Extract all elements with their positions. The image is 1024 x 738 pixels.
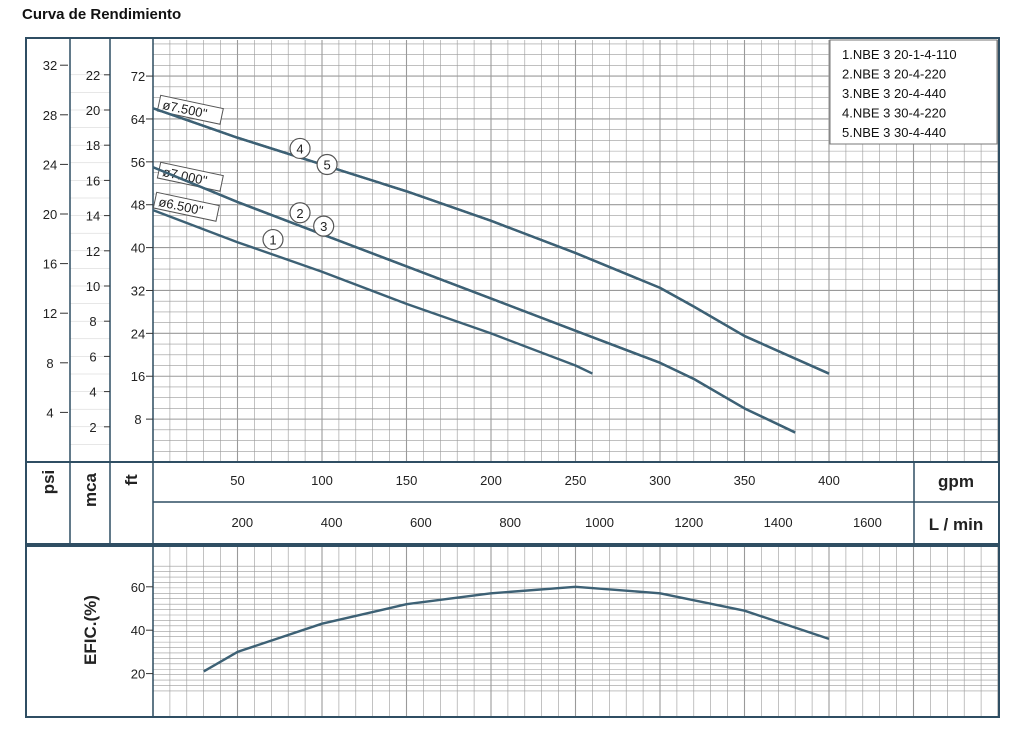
ft-tick-label: 48 xyxy=(131,198,145,213)
efficiency-tick-label: 40 xyxy=(131,623,145,638)
head-curve-5 xyxy=(152,107,830,375)
psi-tick-label: 32 xyxy=(43,58,57,73)
ft-tick-label: 16 xyxy=(131,369,145,384)
impeller-label: ø7.500" xyxy=(161,97,209,121)
efficiency-frame xyxy=(25,545,1000,718)
ft-tick-label: 32 xyxy=(131,283,145,298)
gpm-tick-label: 150 xyxy=(396,473,418,488)
curve-marker-label: 1 xyxy=(269,233,276,248)
mca-tick-label: 12 xyxy=(86,244,100,259)
curve-marker-label: 3 xyxy=(320,219,327,234)
legend: 1.NBE 3 20-1-4-110 2.NBE 3 20-4-220 3.NBE … xyxy=(829,39,998,145)
head-curve-3 xyxy=(152,166,796,434)
curve-marker-circle xyxy=(262,228,284,251)
main-grid xyxy=(70,40,999,463)
psi-tick-label: 8 xyxy=(46,356,53,371)
lmin-tick-label: 600 xyxy=(410,515,432,530)
lmin-unit-label: L / min xyxy=(929,515,983,534)
psi-tick-label: 28 xyxy=(43,108,57,123)
lmin-tick-label: 200 xyxy=(231,515,253,530)
main-frame xyxy=(25,37,1000,545)
head-curves xyxy=(152,107,830,434)
efficiency-curve-line xyxy=(203,585,830,673)
mca-tick-label: 18 xyxy=(86,138,100,153)
curve-marker-circle xyxy=(289,202,311,224)
psi-tick-label: 24 xyxy=(43,157,57,172)
efficiency-curve xyxy=(203,585,830,673)
psi-tick-label: 16 xyxy=(43,257,57,272)
ft-tick-label: 56 xyxy=(131,155,145,170)
axis-unit-labels: psi mca ft gpm L / min EFIC.(%) xyxy=(39,470,983,665)
head-curve-1 xyxy=(152,208,593,375)
lmin-tick-label: 1200 xyxy=(674,515,703,530)
ft-tick-label: 72 xyxy=(131,69,145,84)
legend-entry: 2.NBE 3 20-4-220 xyxy=(842,67,946,82)
gpm-tick-label: 50 xyxy=(230,473,244,488)
mca-tick-label: 22 xyxy=(86,68,100,83)
lmin-tick-label: 1600 xyxy=(853,515,882,530)
impeller-tag: ø6.500" xyxy=(152,191,220,222)
mca-unit-label: mca xyxy=(81,472,100,507)
mca-tick-label: 10 xyxy=(86,279,100,294)
legend-entry: 4.NBE 3 30-4-220 xyxy=(842,106,946,121)
legend-box xyxy=(829,39,998,145)
ft-unit-label: ft xyxy=(122,474,141,486)
legend-entry: 5.NBE 3 30-4-440 xyxy=(842,125,946,140)
lmin-tick-label: 1400 xyxy=(764,515,793,530)
mca-tick-label: 16 xyxy=(86,173,100,188)
ft-tick-label: 24 xyxy=(131,326,145,341)
lmin-tick-label: 800 xyxy=(499,515,521,530)
gpm-tick-label: 250 xyxy=(565,473,587,488)
curve-marker-label: 4 xyxy=(296,141,303,156)
chart-title: Curva de Rendimiento xyxy=(22,6,181,23)
efficiency-unit-label: EFIC.(%) xyxy=(81,595,100,665)
mca-tick-label: 4 xyxy=(89,385,96,400)
ft-tick-label: 64 xyxy=(131,112,145,127)
curve-marker-label: 5 xyxy=(323,158,330,173)
axis-ticks: 8162432404856647224681012141618202248121… xyxy=(43,58,882,681)
curve-marker-circle xyxy=(313,215,335,237)
gpm-tick-label: 400 xyxy=(818,473,840,488)
gpm-tick-label: 200 xyxy=(480,473,502,488)
curve-markers: 4 5 2 3 1 xyxy=(262,137,338,251)
lmin-tick-label: 400 xyxy=(321,515,343,530)
efficiency-tick-label: 20 xyxy=(131,667,145,682)
mca-tick-label: 20 xyxy=(86,103,100,118)
chart-frame xyxy=(25,37,1000,718)
legend-entry: 1.NBE 3 20-1-4-110 xyxy=(842,47,957,62)
efficiency-tick-label: 60 xyxy=(131,580,145,595)
legend-entry: 3.NBE 3 20-4-440 xyxy=(842,86,946,101)
mca-tick-label: 8 xyxy=(89,314,96,329)
mca-tick-label: 6 xyxy=(89,349,96,364)
impeller-tag: ø7.500" xyxy=(156,94,224,125)
curve-marker-label: 2 xyxy=(296,206,303,221)
psi-unit-label: psi xyxy=(39,470,58,495)
efficiency-grid xyxy=(152,547,999,716)
gpm-tick-label: 350 xyxy=(734,473,756,488)
mca-tick-label: 14 xyxy=(86,209,100,224)
curve-marker-circle xyxy=(316,153,338,176)
gpm-tick-label: 100 xyxy=(311,473,333,488)
mca-tick-label: 2 xyxy=(89,420,96,435)
psi-tick-label: 4 xyxy=(46,405,53,420)
gpm-unit-label: gpm xyxy=(938,472,974,491)
psi-tick-label: 12 xyxy=(43,306,57,321)
impeller-tag: ø7.000" xyxy=(156,161,224,192)
impeller-tag-box xyxy=(152,191,220,222)
impeller-tag-box xyxy=(156,94,224,125)
lmin-tick-label: 1000 xyxy=(585,515,614,530)
ft-tick-label: 8 xyxy=(134,412,141,427)
ft-tick-label: 40 xyxy=(131,241,145,256)
psi-tick-label: 20 xyxy=(43,207,57,222)
gpm-tick-label: 300 xyxy=(649,473,671,488)
curve-marker-circle xyxy=(289,137,311,160)
impeller-label: ø7.000" xyxy=(161,164,209,188)
impeller-labels: ø7.500" ø7.000" ø6.500" xyxy=(152,94,224,222)
